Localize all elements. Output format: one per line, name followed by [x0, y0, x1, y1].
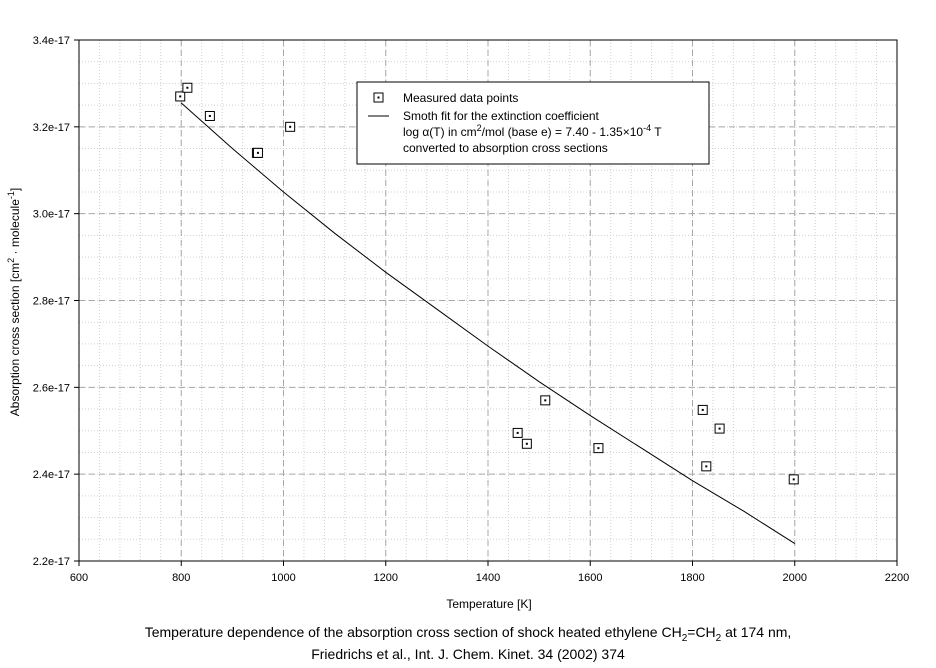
data-point-dot — [208, 114, 211, 117]
chart: 600 800 1000 1200 1400 1600 1800 2000 2200 2.2e-… — [6, 35, 909, 611]
caption-line-1-sub1: 2 — [681, 632, 688, 644]
data-point-dot — [525, 442, 528, 445]
y-tick-label: 3.2e-17 — [33, 122, 70, 134]
data-point-dot — [516, 431, 519, 434]
legend-line-label-2: log α(T) in cm2/mol (base e) = 7.40 - 1.… — [403, 123, 662, 139]
x-tick-label: 600 — [70, 572, 88, 584]
major-grid — [79, 40, 897, 561]
legend-line-label-1: Smoth fit for the extinction coefficient — [403, 109, 600, 123]
legend-marker-dot — [377, 96, 380, 99]
y-tick-label: 2.6e-17 — [33, 382, 70, 394]
legend: Measured data points Smoth fit for the e… — [356, 81, 710, 165]
legend-marker-label: Measured data points — [403, 91, 518, 105]
x-tick-label: 1400 — [476, 572, 500, 584]
data-point-dot — [179, 95, 182, 98]
x-tick-label: 1800 — [680, 572, 704, 584]
data-point-dot — [701, 408, 704, 411]
y-axis-title-sup1: 2 — [6, 258, 16, 263]
legend-line-label-2a: log α(T) in cm — [403, 125, 477, 139]
y-axis-title-sup2: -1 — [6, 191, 16, 199]
y-tick-label: 2.4e-17 — [33, 469, 70, 481]
legend-line-label-2d: -4 — [643, 123, 651, 133]
caption-line-2: Friedrichs et al., Int. J. Chem. Kinet. … — [311, 646, 625, 662]
data-point — [540, 395, 551, 406]
data-point — [182, 82, 193, 93]
data-point — [701, 461, 712, 472]
y-tick-label: 2.2e-17 — [33, 556, 70, 568]
x-axis-title: Temperature [K] — [446, 597, 531, 611]
y-axis-ticks: 2.2e-17 2.4e-17 2.6e-17 2.8e-17 3.0e-17 3.2e-… — [33, 35, 79, 568]
caption-line-1-sub2: 2 — [715, 632, 722, 644]
x-tick-label: 2200 — [885, 572, 909, 584]
data-point-dot — [186, 86, 189, 89]
x-axis-ticks: 600 800 1000 1200 1400 1600 1800 2000 2200 — [70, 561, 909, 584]
data-point — [285, 121, 296, 132]
data-point — [788, 474, 799, 485]
x-tick-label: 1600 — [578, 572, 602, 584]
caption-line-1: Temperature dependence of the absorption… — [0, 624, 936, 644]
legend-line-label-3: converted to absorption cross sections — [403, 141, 608, 155]
data-point-dot — [718, 427, 721, 430]
y-axis-title-end: ] — [8, 188, 22, 191]
legend-line-label-2e: T — [651, 125, 662, 139]
x-tick-label: 1000 — [271, 572, 295, 584]
y-tick-label: 3.0e-17 — [33, 209, 70, 221]
x-tick-label: 2000 — [783, 572, 807, 584]
data-point-dot — [256, 151, 259, 154]
data-point — [175, 91, 186, 102]
data-point — [714, 423, 725, 434]
data-point-dot — [705, 465, 708, 468]
data-points — [175, 82, 799, 485]
x-tick-label: 800 — [172, 572, 190, 584]
legend-line-label-2b: 2 — [477, 123, 482, 133]
fit-line — [180, 102, 796, 545]
data-point — [204, 110, 215, 121]
caption-line-1b: =CH — [687, 624, 716, 640]
legend-box — [356, 81, 710, 165]
y-axis-title-main: Absorption cross section [cm — [8, 263, 22, 416]
caption-line-1c: at 174 nm, — [721, 624, 792, 640]
data-point — [512, 427, 523, 438]
legend-line-label-2c: /mol (base e) = 7.40 - 1.35×10 — [482, 125, 644, 139]
data-point — [521, 438, 532, 449]
caption-line-1a: Temperature dependence of the absorption… — [144, 624, 682, 640]
data-point-dot — [544, 399, 547, 402]
y-axis-title: Absorption cross section [cm2 · molecule… — [6, 188, 22, 416]
data-point — [697, 404, 708, 415]
x-tick-label: 1200 — [374, 572, 398, 584]
data-point-dot — [597, 447, 600, 450]
y-tick-label: 2.8e-17 — [33, 296, 70, 308]
y-tick-label: 3.4e-17 — [33, 35, 70, 47]
data-point-dot — [792, 478, 795, 481]
data-point — [593, 443, 604, 454]
y-axis-title-mid: · molecule — [8, 199, 22, 258]
data-point — [252, 147, 263, 158]
data-point-dot — [289, 125, 292, 128]
